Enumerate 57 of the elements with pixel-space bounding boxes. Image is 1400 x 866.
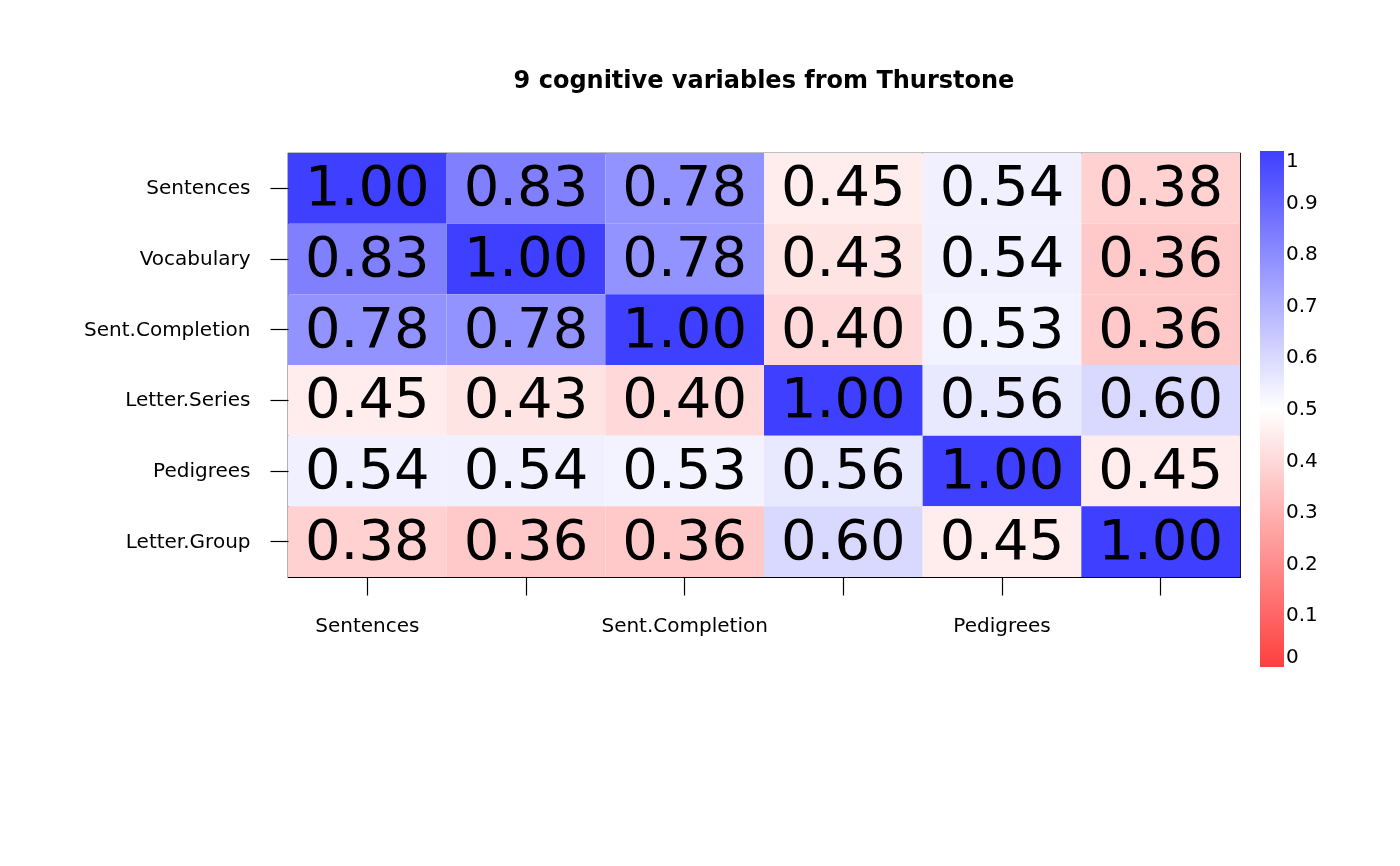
y-tick-label: Pedigrees: [153, 458, 251, 482]
data-label: 0.36: [1098, 294, 1224, 360]
data-label: 0.38: [304, 506, 430, 572]
color-bar-label: 0.9: [1286, 189, 1318, 214]
data-label: 1.00: [463, 224, 589, 289]
y-tick-label: Sentences: [146, 175, 251, 200]
data-label: 0.78: [622, 224, 748, 289]
data-label: 0.54: [304, 436, 430, 501]
data-label: 0.60: [1098, 365, 1224, 431]
data-label: 1.00: [939, 436, 1065, 501]
data-label: 1.00: [1098, 506, 1224, 572]
data-label: 0.45: [304, 365, 430, 431]
data-label: 0.45: [939, 506, 1065, 572]
color-bar-label: 0.6: [1286, 344, 1318, 369]
color-bar-label: 0.4: [1286, 447, 1318, 472]
data-label: 0.60: [780, 506, 906, 572]
y-tick-label: Letter.Series: [125, 387, 251, 412]
data-label: 0.38: [1098, 153, 1224, 219]
data-label: 1.00: [304, 153, 430, 219]
data-label: 0.36: [463, 506, 589, 572]
x-tick-label: Sent.Completion: [601, 612, 768, 637]
data-label: 0.45: [780, 153, 906, 219]
data-label: 0.54: [939, 224, 1065, 289]
color-bar-label: 0.5: [1286, 396, 1318, 420]
data-label: 0.54: [463, 436, 589, 501]
data-label: 0.78: [304, 294, 430, 360]
data-label: 0.45: [1098, 436, 1224, 501]
data-label: 0.83: [463, 153, 589, 219]
data-label: 0.43: [463, 365, 589, 431]
data-label: 0.40: [622, 365, 748, 431]
data-label: 0.53: [939, 294, 1065, 360]
data-label: 0.56: [780, 436, 906, 501]
y-tick-label: Sent.Completion: [84, 316, 251, 341]
x-tick-label: Pedigrees: [953, 612, 1051, 637]
data-label: 1.00: [622, 294, 748, 360]
color-bar-label: 0.3: [1286, 499, 1318, 524]
data-label: 0.36: [622, 506, 748, 572]
data-label: 0.36: [1098, 224, 1224, 289]
chart-title: 9 cognitive variables from Thurstone: [513, 66, 1015, 94]
y-tick-label: Vocabulary: [139, 246, 251, 270]
color-bar-label: 0.7: [1286, 292, 1318, 317]
color-bar-label: 0: [1286, 644, 1299, 668]
data-label: 0.78: [463, 294, 589, 360]
x-tick-label: Sentences: [315, 612, 420, 637]
data-label: 0.54: [939, 153, 1065, 219]
data-label: 0.53: [622, 436, 748, 501]
data-label: 0.43: [780, 224, 906, 289]
color-bar-label: 0.1: [1286, 602, 1318, 627]
data-label: 0.40: [780, 294, 906, 360]
data-label: 0.78: [622, 153, 748, 219]
data-label: 0.56: [939, 365, 1065, 431]
y-tick-label: Letter.Group: [125, 528, 251, 553]
data-label: 0.83: [304, 224, 430, 289]
color-bar-label: 0.2: [1286, 550, 1318, 575]
data-label: 1.00: [780, 365, 906, 431]
color-bar-label: 1: [1286, 148, 1299, 172]
color-bar-label: 0.8: [1286, 241, 1318, 266]
